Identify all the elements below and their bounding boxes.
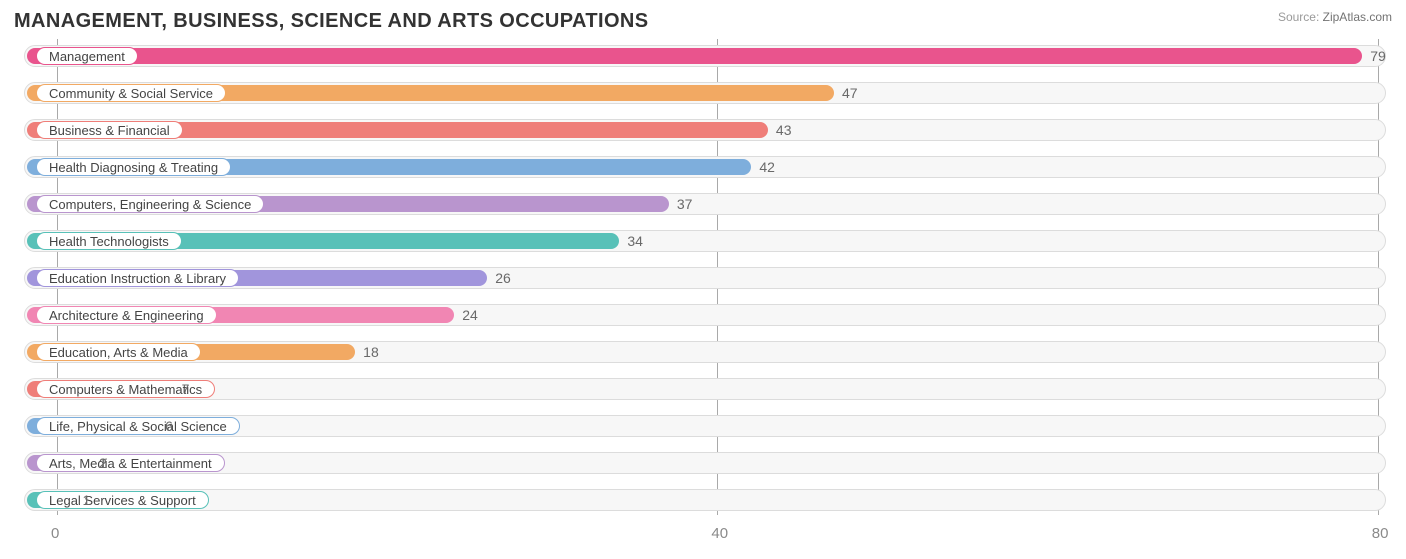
x-tick-label: 80 <box>1372 525 1389 542</box>
bar-category-pill: Legal Services & Support <box>36 491 209 509</box>
bar-track: Health Technologists 34 <box>24 230 1386 252</box>
bar-value-label: 2 <box>99 455 107 471</box>
bar-row: Legal Services & Support1 <box>24 483 1386 517</box>
bar-fill <box>27 48 1362 64</box>
bar-row: Computers & Mathematics7 <box>24 372 1386 406</box>
bar-category-pill: Education, Arts & Media <box>36 343 201 361</box>
x-axis: 0 40 80 <box>24 521 1386 549</box>
x-tick-label: 40 <box>711 525 728 542</box>
bar-row: Health Technologists 34 <box>24 224 1386 258</box>
bar-category-pill: Education Instruction & Library <box>36 269 239 287</box>
bar-track: Business & Financial 43 <box>24 119 1386 141</box>
bar-value-label: 43 <box>776 122 792 138</box>
bar-track: Education Instruction & Library 26 <box>24 267 1386 289</box>
chart-plot: Management 79 Community & Social Service 47… <box>24 39 1386 515</box>
bar-track: Computers, Engineering & Science 37 <box>24 193 1386 215</box>
source-value: ZipAtlas.com <box>1323 10 1392 24</box>
bar-value-label: 26 <box>495 270 511 286</box>
bar-row: Architecture & Engineering 24 <box>24 298 1386 332</box>
source-attribution: Source: ZipAtlas.com <box>1278 10 1392 24</box>
bar-category-pill: Community & Social Service <box>36 84 226 102</box>
bar-category-pill: Business & Financial <box>36 121 183 139</box>
bar-category-pill: Health Technologists <box>36 232 182 250</box>
bar-row: Business & Financial 43 <box>24 113 1386 147</box>
chart-header: MANAGEMENT, BUSINESS, SCIENCE AND ARTS O… <box>14 10 1392 33</box>
bar-track: Management 79 <box>24 45 1386 67</box>
bar-track: Health Diagnosing & Treating 42 <box>24 156 1386 178</box>
bar-category-pill: Life, Physical & Social Science <box>36 417 240 435</box>
bar-category-pill: Arts, Media & Entertainment <box>36 454 225 472</box>
bar-category-pill: Computers, Engineering & Science <box>36 195 264 213</box>
chart-title: MANAGEMENT, BUSINESS, SCIENCE AND ARTS O… <box>14 10 648 33</box>
bar-row: Education Instruction & Library 26 <box>24 261 1386 295</box>
chart-area: Management 79 Community & Social Service 47… <box>14 39 1392 549</box>
bar-track: Computers & Mathematics7 <box>24 378 1386 400</box>
bar-row: Education, Arts & Media 18 <box>24 335 1386 369</box>
bar-value-label: 6 <box>165 418 173 434</box>
bar-category-pill: Architecture & Engineering <box>36 306 217 324</box>
bar-value-label: 42 <box>759 159 775 175</box>
bar-value-label: 47 <box>842 85 858 101</box>
bar-value-label: 24 <box>462 307 478 323</box>
bar-track: Architecture & Engineering 24 <box>24 304 1386 326</box>
bar-row: Community & Social Service 47 <box>24 76 1386 110</box>
bar-category-pill: Management <box>36 47 138 65</box>
bar-track: Arts, Media & Entertainment2 <box>24 452 1386 474</box>
bar-row: Health Diagnosing & Treating 42 <box>24 150 1386 184</box>
bar-track: Education, Arts & Media 18 <box>24 341 1386 363</box>
bar-row: Life, Physical & Social Science6 <box>24 409 1386 443</box>
bar-category-pill: Health Diagnosing & Treating <box>36 158 231 176</box>
bar-value-label: 18 <box>363 344 379 360</box>
bar-row: Computers, Engineering & Science 37 <box>24 187 1386 221</box>
bar-value-label: 37 <box>677 196 693 212</box>
bar-value-label: 34 <box>627 233 643 249</box>
bar-row: Management 79 <box>24 39 1386 73</box>
bar-track: Legal Services & Support1 <box>24 489 1386 511</box>
bar-track: Community & Social Service 47 <box>24 82 1386 104</box>
source-label: Source: <box>1278 10 1319 24</box>
bar-value-label: 1 <box>83 492 91 508</box>
bar-row: Arts, Media & Entertainment2 <box>24 446 1386 480</box>
bar-value-label: 79 <box>1370 48 1386 64</box>
x-tick-label: 0 <box>51 525 59 542</box>
bar-track: Life, Physical & Social Science6 <box>24 415 1386 437</box>
bar-value-label: 7 <box>182 381 190 397</box>
